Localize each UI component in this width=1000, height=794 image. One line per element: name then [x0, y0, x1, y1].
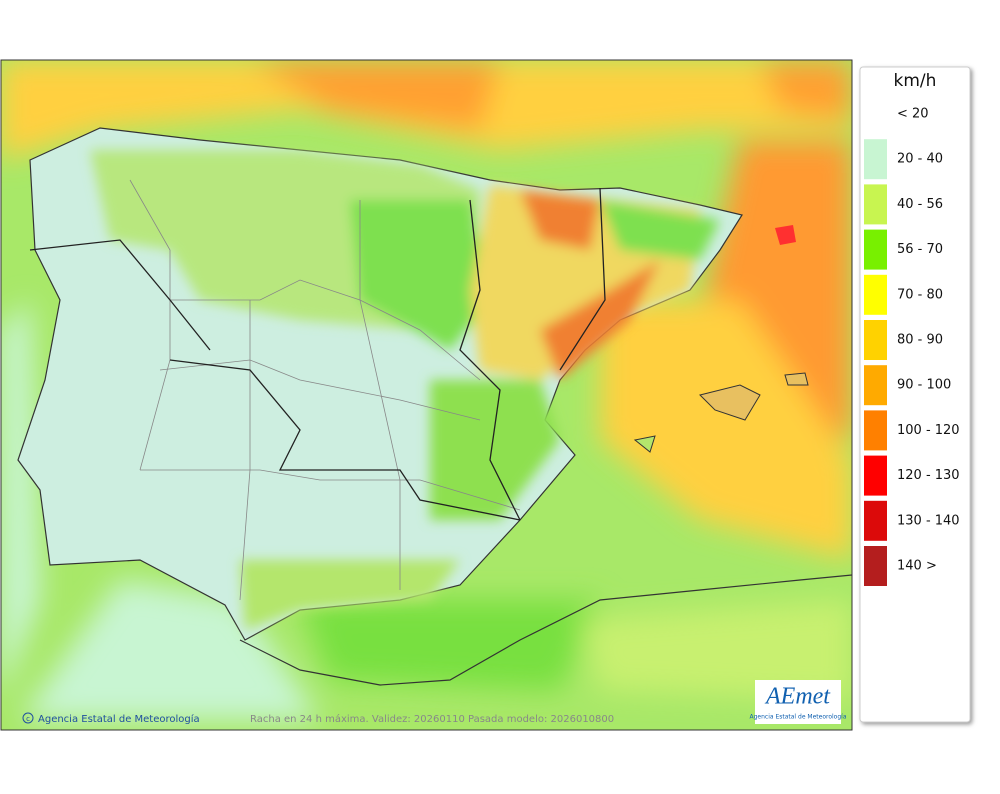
wind-zone: [600, 200, 720, 260]
legend-label: < 20: [897, 107, 929, 122]
legend-swatch: [864, 184, 887, 225]
wind-zone: [580, 600, 852, 700]
border: [459, 199, 521, 521]
wind-zone: [240, 560, 460, 630]
border: [169, 359, 521, 521]
legend-swatch: [864, 274, 887, 315]
map-frame: [0, 59, 853, 731]
legend-box: [859, 66, 971, 723]
legend-label: 70 - 80: [897, 287, 943, 302]
legend-swatch: [864, 546, 887, 586]
legend-label: 120 - 130: [897, 468, 960, 483]
wind-zone: [1, 300, 40, 698]
credit: Agencia Estatal de Meteorología: [38, 713, 200, 725]
legend-swatch: [864, 410, 887, 451]
logo-subtitle: Agencia Estatal de Meteorología: [750, 714, 847, 721]
border: [129, 179, 171, 471]
legend-swatch: [864, 365, 887, 406]
copyright-icon: [22, 712, 34, 724]
logo-box: [755, 680, 841, 724]
wind-zone: [540, 260, 660, 380]
caption: Racha en 24 h máxima. Validez: 20260110 …: [250, 713, 614, 725]
legend-title: km/h: [894, 71, 937, 91]
logo-name: AEmet: [764, 684, 831, 710]
border: [239, 300, 251, 601]
legend: < 20 20 - 40 40 - 56 56 - 70 70 - 80 80 - 90 9…: [864, 107, 960, 586]
legend-label: 130 - 140: [897, 513, 960, 528]
legend-label: 140 >: [897, 559, 937, 574]
legend-label: 100 - 120: [897, 423, 960, 438]
wind-zone: [600, 300, 852, 560]
copyright-mark: c: [26, 715, 30, 723]
border: [159, 359, 481, 421]
border: [29, 239, 211, 351]
legend-label: 80 - 90: [897, 333, 943, 348]
menorca: [784, 372, 809, 386]
border: [359, 200, 401, 590]
province-borders: [129, 179, 521, 601]
legend-swatch: [864, 500, 887, 541]
region-borders: [29, 187, 606, 521]
legend-swatch: [864, 139, 887, 180]
wind-zone: [300, 600, 600, 690]
wind-zone: [760, 60, 852, 120]
legend-swatch: [864, 229, 887, 270]
map: c Agencia Estatal de Meteorología Racha …: [1, 60, 852, 730]
legend-label: 20 - 40: [897, 152, 943, 167]
wind-zone: [250, 60, 500, 130]
legend-label: 90 - 100: [897, 378, 951, 393]
ibiza: [633, 435, 656, 453]
wind-spot: [775, 225, 796, 245]
mallorca: [699, 384, 761, 421]
border: [170, 279, 481, 381]
legend-swatch: [864, 320, 887, 360]
border: [140, 469, 521, 511]
wind-zone: [520, 190, 600, 250]
legend-swatch: [864, 455, 887, 496]
wind-zone: [430, 380, 560, 520]
border: [559, 187, 606, 371]
africa-coast: [239, 574, 852, 686]
legend-label: 40 - 56: [897, 197, 943, 212]
legend-label: 56 - 70: [897, 242, 943, 257]
